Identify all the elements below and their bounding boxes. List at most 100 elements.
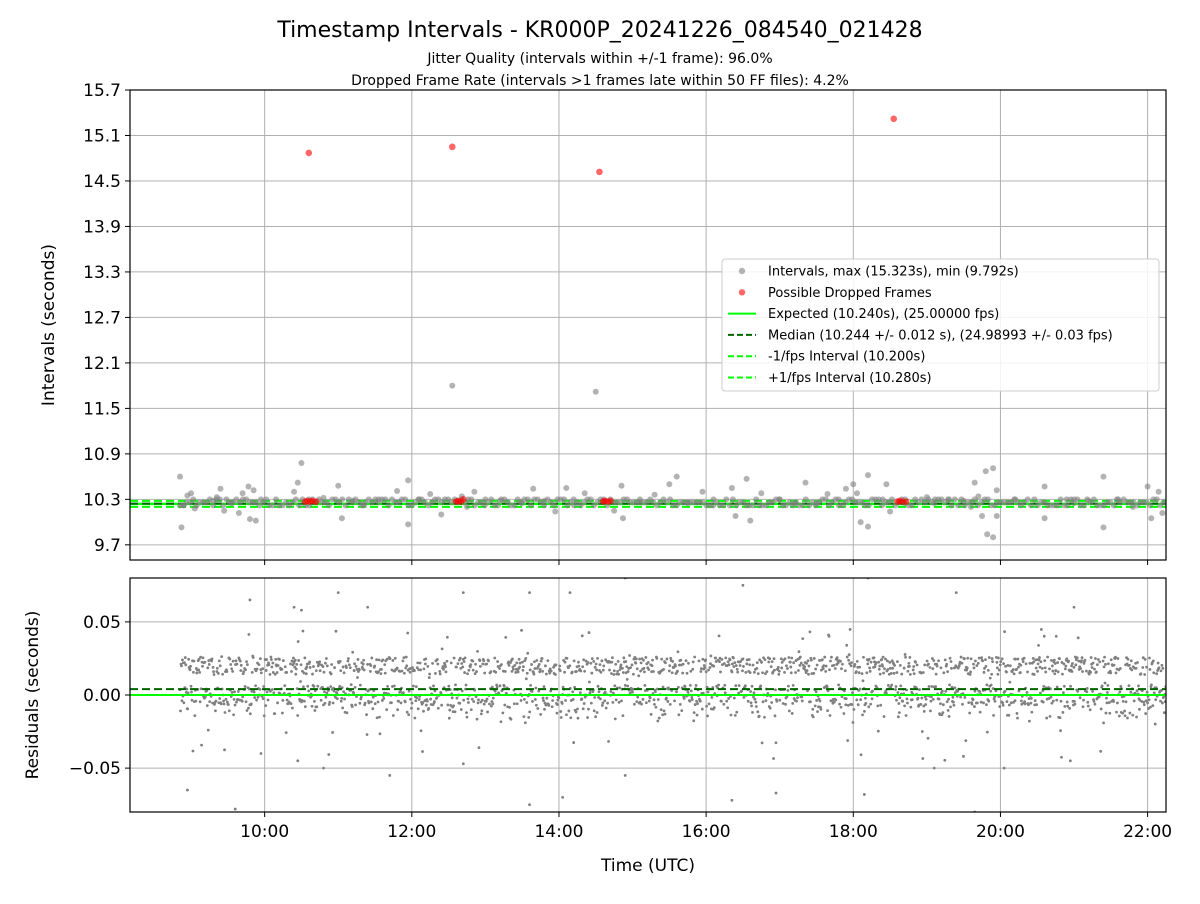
interval-point xyxy=(1080,502,1087,509)
residual-point xyxy=(587,631,591,634)
residual-point xyxy=(533,660,536,664)
residual-point xyxy=(844,703,848,707)
interval-point xyxy=(618,482,625,489)
residual-point xyxy=(561,685,565,689)
residual-point xyxy=(197,657,201,661)
residual-point xyxy=(667,687,671,691)
residual-point xyxy=(693,655,697,659)
residual-point xyxy=(747,658,751,661)
residual-point xyxy=(1048,715,1052,718)
residual-point xyxy=(686,690,690,694)
residual-point xyxy=(890,683,894,687)
interval-point xyxy=(524,496,531,503)
residual-point xyxy=(592,709,596,713)
dropped-frame-point xyxy=(902,498,910,505)
interval-point xyxy=(581,490,588,497)
residual-point xyxy=(866,662,870,666)
residual-point xyxy=(888,666,892,670)
residual-point xyxy=(1001,701,1005,705)
interval-point xyxy=(865,523,872,530)
interval-point xyxy=(220,502,227,509)
residual-point xyxy=(663,712,667,716)
residual-point xyxy=(1023,702,1027,706)
residual-point xyxy=(918,688,921,691)
residual-point xyxy=(1079,667,1083,670)
residual-point xyxy=(609,690,613,693)
residual-point xyxy=(720,658,724,661)
interval-point xyxy=(1041,483,1048,490)
residual-point xyxy=(390,701,393,705)
residual-point xyxy=(199,687,203,691)
interval-point xyxy=(587,496,594,503)
residual-point xyxy=(756,710,760,714)
interval-point xyxy=(813,500,820,507)
residual-point xyxy=(257,663,261,667)
residual-point xyxy=(550,705,554,709)
interval-point xyxy=(791,500,798,507)
residual-point xyxy=(1040,666,1044,670)
interval-point xyxy=(530,485,537,492)
residual-point xyxy=(212,670,215,674)
residual-point xyxy=(296,640,300,643)
residual-point xyxy=(342,671,346,675)
interval-point xyxy=(993,513,1000,520)
residual-point xyxy=(826,709,830,713)
residual-point xyxy=(1151,704,1155,708)
residual-point xyxy=(303,705,307,709)
residual-point xyxy=(862,793,866,796)
residual-point xyxy=(812,657,816,660)
residual-point xyxy=(353,662,357,666)
residual-point xyxy=(798,663,802,667)
residual-point xyxy=(710,695,714,699)
residual-point xyxy=(261,697,265,701)
residual-point xyxy=(589,701,593,705)
residual-point xyxy=(419,729,423,733)
residual-point xyxy=(723,683,727,687)
residual-point xyxy=(876,704,880,708)
residual-point xyxy=(259,752,263,755)
residual-point xyxy=(635,667,639,671)
residual-point xyxy=(367,701,371,705)
residual-point xyxy=(512,702,516,706)
residual-point xyxy=(638,657,642,661)
residual-point xyxy=(750,684,754,688)
residual-point xyxy=(537,689,541,693)
residual-point xyxy=(693,703,697,706)
residual-point xyxy=(956,689,960,693)
residual-point xyxy=(459,708,463,711)
interval-point xyxy=(1071,500,1078,507)
residual-point xyxy=(857,671,861,675)
residual-point xyxy=(1009,701,1013,705)
residual-point xyxy=(206,728,210,732)
y-tick-label: 12.1 xyxy=(83,354,121,374)
residual-point xyxy=(836,661,840,665)
residual-point xyxy=(989,689,993,693)
interval-point xyxy=(335,482,342,489)
residual-point xyxy=(386,684,390,688)
residual-point xyxy=(962,657,966,661)
residual-point xyxy=(267,663,271,667)
residual-point xyxy=(706,714,709,718)
residual-point xyxy=(431,662,434,665)
residual-point xyxy=(444,665,447,669)
residual-point xyxy=(1061,691,1065,695)
y-tick-label: 13.9 xyxy=(83,217,121,237)
residual-point xyxy=(1022,656,1026,660)
interval-point xyxy=(449,382,456,389)
residual-point xyxy=(1102,665,1106,669)
residual-point xyxy=(218,664,222,668)
residual-point xyxy=(1070,664,1073,668)
interval-point xyxy=(948,502,955,509)
residual-point xyxy=(925,659,929,663)
residual-point xyxy=(777,673,781,676)
residual-point xyxy=(568,591,572,595)
residual-point xyxy=(463,656,467,660)
residual-point xyxy=(781,702,785,705)
residual-point xyxy=(616,659,620,663)
interval-point xyxy=(1063,496,1070,503)
residual-point xyxy=(863,696,867,700)
residual-point xyxy=(250,670,254,674)
residual-point xyxy=(183,656,187,659)
residual-point xyxy=(772,657,776,661)
residual-point xyxy=(493,689,497,693)
